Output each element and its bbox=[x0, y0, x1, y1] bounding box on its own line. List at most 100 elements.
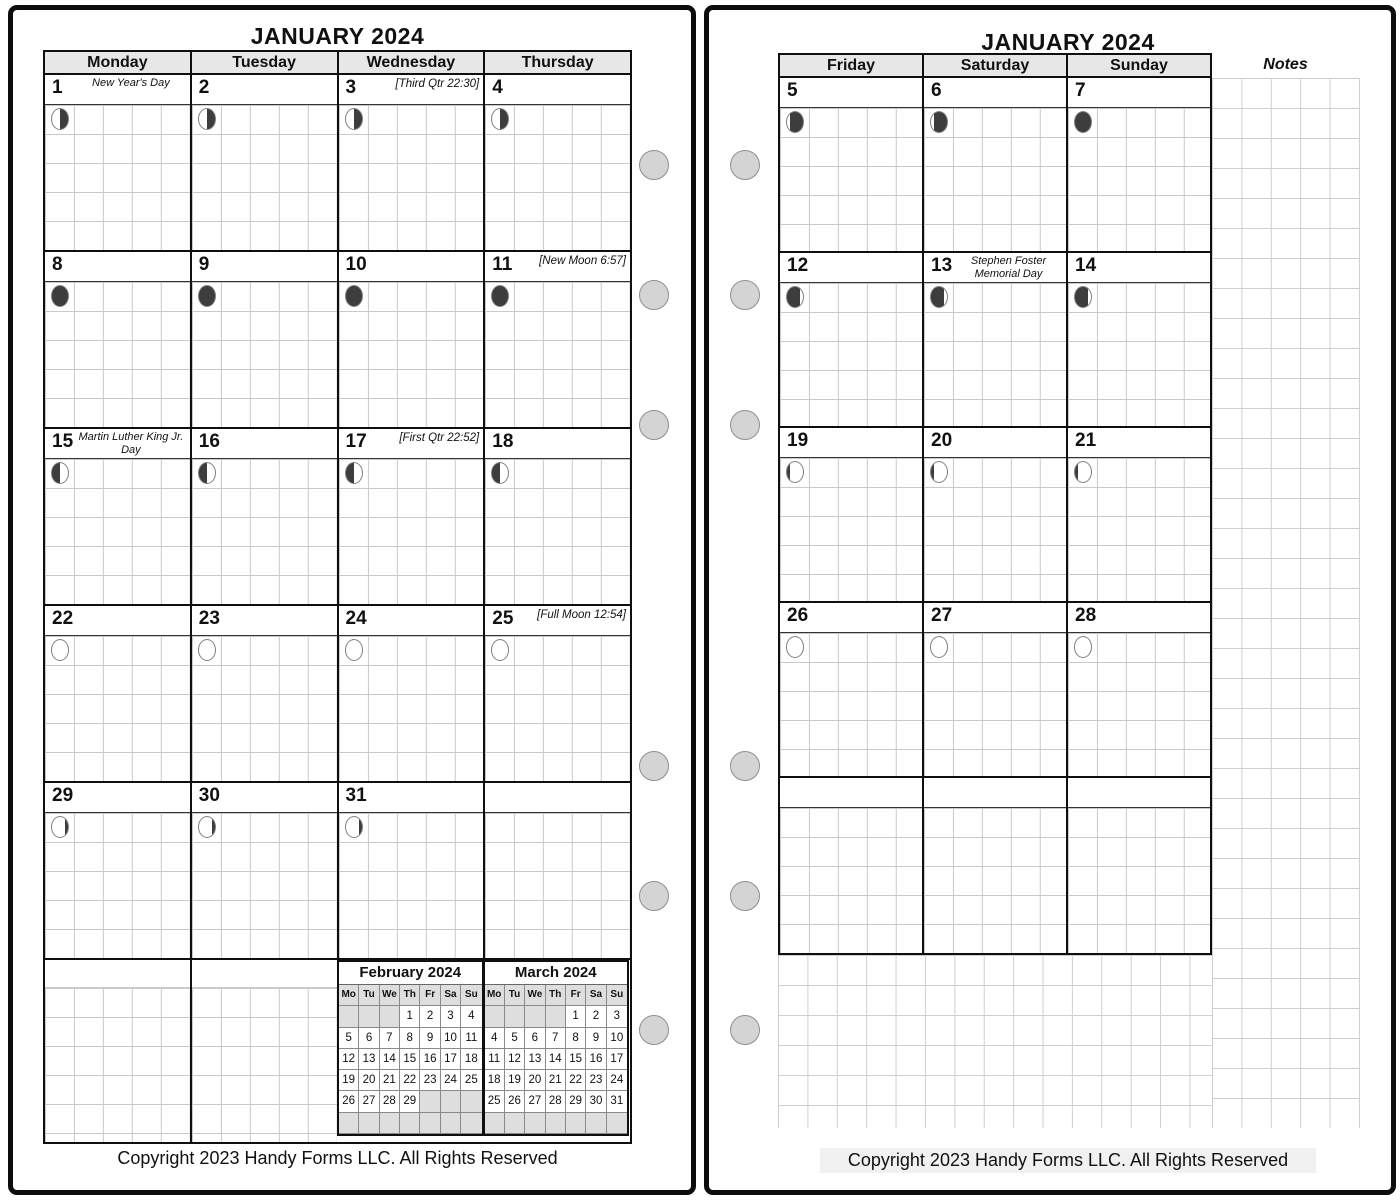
date-strip: 22 bbox=[45, 606, 190, 636]
date-strip: 4 bbox=[485, 75, 630, 105]
day-cell-30: 30 bbox=[189, 783, 337, 958]
mini-calendar-empty-cell bbox=[545, 1112, 566, 1134]
date-number: 23 bbox=[198, 608, 220, 629]
mini-calendar-empty-cell bbox=[440, 1112, 462, 1134]
moon-icon-last-quarter bbox=[491, 108, 510, 130]
mini-calendar-day-header: Tu bbox=[504, 985, 526, 1007]
week-row: 29 30 31 bbox=[45, 783, 630, 960]
date-strip: 14 bbox=[1068, 253, 1210, 283]
moon-icon-first-quarter bbox=[51, 462, 69, 484]
mini-calendar-day-header: Sa bbox=[586, 985, 607, 1007]
day-cell-16: 16 bbox=[189, 429, 337, 604]
mini-calendar-empty-cell bbox=[359, 1112, 380, 1134]
week-row: 22 23 24 25 [Full Moon 12:54] bbox=[45, 606, 630, 783]
writing-grid bbox=[338, 813, 484, 958]
day-cell-28: 28 bbox=[1066, 603, 1210, 776]
writing-grid bbox=[924, 633, 1066, 776]
binder-hole bbox=[639, 1015, 669, 1045]
date-number: 29 bbox=[52, 785, 74, 806]
binder-hole bbox=[730, 1015, 760, 1045]
mini-calendar-date: 24 bbox=[440, 1070, 462, 1092]
mini-calendar-date: 10 bbox=[606, 1028, 627, 1049]
date-strip: 15 Martin Luther King Jr. Day bbox=[45, 429, 190, 459]
mini-calendar-date: 30 bbox=[586, 1091, 607, 1113]
binder-hole bbox=[639, 751, 669, 781]
week-row: 26 27 28 bbox=[780, 603, 1210, 778]
moon-icon-waxing-gibbous bbox=[1074, 461, 1092, 483]
writing-grid bbox=[1068, 808, 1210, 953]
mini-calendar-date: 1 bbox=[400, 1006, 421, 1028]
date-number: 5 bbox=[787, 80, 798, 101]
moon-icon-waning-gibbous bbox=[197, 816, 216, 838]
day-cell-11: 11 [New Moon 6:57] bbox=[483, 252, 630, 427]
left-page: JANUARY 2024 Monday Tuesday Wednesday Th… bbox=[8, 5, 696, 1195]
day-cell-13: 13 Stephen Foster Memorial Day bbox=[922, 253, 1066, 426]
moon-icon-full bbox=[344, 639, 363, 661]
writing-grid bbox=[780, 108, 922, 251]
mini-calendar-date: 21 bbox=[545, 1070, 566, 1092]
moon-icon-first-quarter bbox=[491, 462, 510, 484]
moon-icon-last-quarter bbox=[197, 108, 216, 130]
day-header-tuesday: Tuesday bbox=[189, 52, 337, 73]
day-cell-25: 25 [Full Moon 12:54] bbox=[483, 606, 630, 781]
mini-calendar-date: 10 bbox=[440, 1027, 462, 1049]
mini-calendar-date: 5 bbox=[504, 1027, 526, 1049]
day-cell-17: 17 [First Qtr 22:52] bbox=[336, 429, 484, 604]
day-cell-1: 1 New Year's Day bbox=[45, 75, 190, 250]
date-strip: 5 bbox=[780, 78, 922, 108]
day-cell-9: 9 bbox=[189, 252, 337, 427]
date-number: 21 bbox=[1075, 430, 1097, 451]
writing-grid bbox=[338, 105, 484, 250]
date-number: 1 bbox=[52, 77, 63, 98]
writing-grid bbox=[45, 813, 190, 958]
date-strip bbox=[780, 778, 922, 808]
mini-calendar-empty-cell bbox=[565, 1112, 587, 1134]
date-strip: 20 bbox=[924, 428, 1066, 458]
moon-icon-full bbox=[197, 639, 216, 661]
moon-icon-new bbox=[1074, 111, 1092, 133]
mini-calendar-date: 9 bbox=[420, 1027, 441, 1049]
day-cell-4: 4 bbox=[483, 75, 630, 250]
mini-calendar-day-header: We bbox=[379, 985, 401, 1007]
copyright-text: Copyright 2023 Handy Forms LLC. All Righ… bbox=[778, 1148, 1358, 1173]
week-row bbox=[780, 778, 1210, 953]
mini-calendar-grid: Mo Tu We Th Fr Sa Su 1 2 3 4 5 6 7 8 9 10 11 12 13 14 15 16 17 1… bbox=[339, 985, 482, 1134]
day-cell-3: 3 [Third Qtr 22:30] bbox=[336, 75, 484, 250]
writing-grid bbox=[780, 633, 922, 776]
mini-calendar-date: 6 bbox=[359, 1027, 380, 1049]
date-strip: 17 [First Qtr 22:52] bbox=[338, 429, 484, 459]
day-header-sunday: Sunday bbox=[1066, 55, 1210, 76]
moon-icon-waning-crescent bbox=[786, 111, 804, 133]
moon-icon-waning-gibbous bbox=[344, 816, 363, 838]
date-number: 17 bbox=[345, 431, 367, 452]
moon-icon-last-quarter bbox=[51, 108, 69, 130]
day-cell-29: 29 bbox=[45, 783, 190, 958]
stub-strip bbox=[45, 960, 190, 988]
bottom-section: February 2024 Mo Tu We Th Fr Sa Su 1 2 3 4 5 6 7 8 9 10 11… bbox=[45, 960, 630, 1142]
writing-grid bbox=[485, 813, 630, 958]
date-number: 22 bbox=[52, 608, 74, 629]
holiday-label: Martin Luther King Jr. Day bbox=[78, 431, 184, 456]
mini-calendar-date: 15 bbox=[400, 1048, 421, 1071]
writing-grid bbox=[485, 282, 630, 427]
mini-calendar-date: 23 bbox=[586, 1070, 607, 1092]
moon-phase-note: [Third Qtr 22:30] bbox=[395, 78, 480, 90]
writing-grid bbox=[924, 458, 1066, 601]
date-number: 14 bbox=[1075, 255, 1097, 276]
writing-grid bbox=[191, 813, 337, 958]
mini-calendar-date: 12 bbox=[504, 1048, 526, 1071]
date-strip: 8 bbox=[45, 252, 190, 282]
day-header-saturday: Saturday bbox=[922, 55, 1066, 76]
date-number: 13 bbox=[931, 255, 953, 276]
mini-calendar-day-header: Su bbox=[461, 985, 482, 1007]
day-cell-24: 24 bbox=[336, 606, 484, 781]
date-number: 20 bbox=[931, 430, 953, 451]
day-cell-empty bbox=[780, 778, 922, 953]
mini-calendar-day-header: Fr bbox=[565, 985, 587, 1007]
date-strip: 1 New Year's Day bbox=[45, 75, 190, 105]
writing-grid bbox=[45, 459, 190, 604]
writing-grid bbox=[191, 282, 337, 427]
date-strip: 21 bbox=[1068, 428, 1210, 458]
mini-calendar-date: 8 bbox=[400, 1027, 421, 1049]
writing-grid bbox=[191, 459, 337, 604]
